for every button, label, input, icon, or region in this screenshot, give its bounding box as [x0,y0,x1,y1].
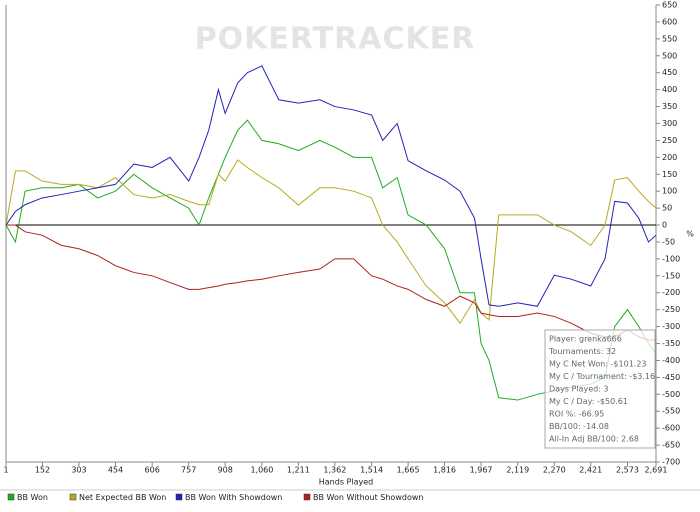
stats-line: Tournaments: 32 [548,347,616,356]
x-tick-label: 1,816 [433,466,456,475]
legend-label: BB Won [17,493,48,502]
x-tick-label: 2,691 [645,466,668,475]
y-tick-label: 450 [662,68,677,77]
y-tick-label: -50 [662,237,675,246]
y-tick-label: -500 [662,390,680,399]
y-tick-label: 50 [662,204,672,213]
x-tick-label: 2,421 [579,466,602,475]
y-tick-label: 500 [662,51,677,60]
y-tick-label: 200 [662,153,677,162]
y-tick-label: 350 [662,102,677,111]
x-tick-label: 1,665 [397,466,420,475]
y-tick-label: 650 [662,1,677,10]
x-tick-label: 1 [3,466,8,475]
y-tick-label: 250 [662,136,677,145]
x-tick-label: 1,514 [360,466,383,475]
stats-line: Days Played: 3 [549,385,609,394]
x-tick-label: 2,270 [543,466,566,475]
x-tick-label: 1,060 [250,466,273,475]
y-tick-label: 0 [662,221,667,230]
stats-line: My C / Tournament: -$3.16 [549,372,655,381]
x-tick-label: 1,362 [323,466,346,475]
y-tick-label: -400 [662,356,680,365]
y-tick-label: -150 [662,271,680,280]
y-tick-label: -650 [662,441,680,450]
y-tick-label: -550 [662,407,680,416]
x-tick-label: 1,967 [470,466,493,475]
legend-label: BB Won Without Showdown [313,493,423,502]
y-tick-label: 150 [662,170,677,179]
stats-line: BB/100: -14.08 [549,422,609,431]
stats-background [544,329,656,449]
legend-swatch [7,493,15,501]
stats-line: All-In Adj BB/100: 2.68 [549,435,639,444]
legend-swatch [69,493,77,501]
stats-line: ROI %: -66.95 [549,410,604,419]
legend-swatch [303,493,311,501]
legend-label: Net Expected BB Won [79,493,166,502]
x-tick-label: 757 [181,466,196,475]
x-tick-label: 2,573 [616,466,639,475]
legend-label: BB Won With Showdown [185,493,282,502]
y-tick-label: 300 [662,119,677,128]
legend: BB Won Net Expected BB Won BB Won With Sho… [7,493,423,502]
x-tick-label: 1,211 [287,466,310,475]
x-tick-label: 303 [71,466,86,475]
y-tick-label: -250 [662,305,680,314]
x-tick-label: 152 [35,466,50,475]
legend-swatch [175,493,183,501]
y-tick-label: -200 [662,288,680,297]
y-tick-label: 100 [662,187,677,196]
x-tick-label: 454 [108,466,123,475]
y-tick-label: -700 [662,458,680,467]
stats-line: Player: grenka666 [549,335,622,344]
x-tick-label: 908 [218,466,233,475]
x-tick-label: 606 [145,466,160,475]
y-tick-label: 600 [662,17,677,26]
y-tick-label: -450 [662,373,680,382]
y-tick-label: 550 [662,34,677,43]
x-tick-label: 2,119 [506,466,529,475]
series-line [5,159,657,325]
y-tick-label: -100 [662,254,680,263]
y-tick-label: -300 [662,322,680,331]
y-unit-label: % [686,230,694,239]
y-tick-label: -350 [662,339,680,348]
watermark: POKERTRACKER [195,22,476,57]
y-tick-label: 400 [662,85,677,94]
series-line [6,224,656,341]
y-tick-label: -600 [662,424,680,433]
stats-line: My C / Day: -$50.61 [549,397,628,406]
plot-area [5,4,660,466]
stats-line: My C Net Won: -$101.23 [549,360,647,369]
stats-box: Player: grenka666 Tournaments: 32 My C Net… [544,329,656,449]
series-line [5,65,657,307]
x-axis-label: Hands Played [319,478,373,487]
